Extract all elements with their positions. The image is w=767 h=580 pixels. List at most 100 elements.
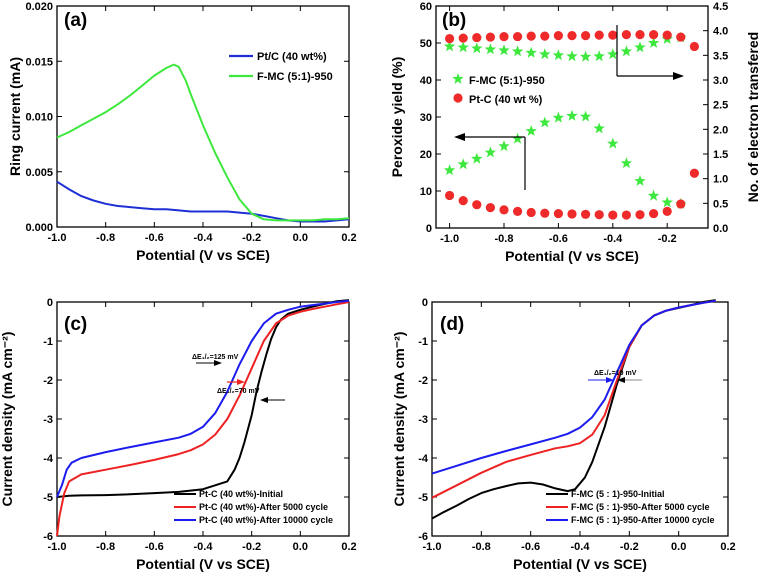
legend-label-c: Pt-C (40 wt%)-After 10000 cycle (199, 515, 333, 525)
x-tick-label: -0.2 (620, 541, 639, 553)
y-right-tick-label: 3.0 (713, 75, 728, 87)
circle-point (485, 203, 495, 213)
y-axis-title: Ring current (mA) (7, 57, 23, 176)
y-right-tick-label: 0.0 (713, 223, 728, 235)
y-tick-label: 0 (426, 223, 432, 235)
annot-arrowhead-d (617, 377, 625, 383)
circle-point (513, 206, 523, 216)
y-axis-title: Peroxide yield (%) (389, 57, 405, 178)
y-tick-label: -1 (418, 336, 428, 348)
x-tick-label: 0.2 (341, 232, 356, 244)
series-line-1 (56, 301, 350, 537)
x-tick-label: -0.4 (194, 541, 214, 553)
circle-point (553, 208, 564, 219)
series-line-0 (56, 299, 350, 498)
arrow-head-right (673, 72, 684, 80)
x-tick-label: -0.8 (96, 232, 115, 244)
y-right-tick-label: 2.5 (713, 100, 728, 112)
circle-point (581, 30, 591, 41)
star-point (607, 137, 619, 149)
star-point (620, 157, 633, 169)
legend-label-b: Pt-C (40 wt %) (469, 94, 543, 106)
series-line-1 (56, 63, 350, 222)
circle-point (458, 196, 468, 206)
y-right-tick-label: 2.0 (713, 124, 728, 136)
legend-label-a: Pt/C (40 wt%) (257, 51, 327, 63)
y-tick-label: -6 (43, 531, 53, 543)
x-axis-title: Potential (V vs SCE) (505, 248, 639, 264)
legend-circle-b (453, 93, 463, 103)
circle-point (662, 30, 672, 40)
circle-point (445, 190, 455, 201)
star-point (593, 122, 605, 134)
circle-point (608, 210, 618, 220)
circle-point (526, 207, 536, 218)
star-point (471, 152, 483, 164)
x-tick-label: -0.8 (495, 233, 514, 245)
x-tick-label: 0.0 (293, 541, 308, 553)
star-point (552, 111, 565, 123)
star-point (593, 50, 605, 62)
circle-point (635, 30, 645, 40)
x-tick-label: -0.8 (96, 541, 115, 553)
circle-point (513, 31, 523, 42)
y-tick-label: 0.000 (25, 222, 53, 234)
x-tick-label: -0.4 (571, 541, 591, 553)
star-point (634, 175, 646, 186)
circle-point (472, 200, 482, 210)
annot-arrowhead-c (237, 379, 245, 385)
y-tick-label: 0.010 (25, 112, 53, 124)
star-point (511, 132, 524, 144)
y-tick-label: -4 (43, 453, 54, 465)
circle-point (689, 41, 700, 52)
star-point (498, 140, 510, 152)
star-point (457, 158, 469, 170)
x-tick-label: -0.2 (242, 541, 261, 553)
legend-label-d: F-MC (5 : 1)-950-Initial (571, 489, 665, 499)
x-tick-label: -0.6 (145, 541, 164, 553)
y-right-tick-label: 1.5 (713, 149, 728, 161)
panel-a: -1.0 -0.8 -0.6 -0.4 -0.2 0.0 0.2 0.000 0.005 0.01… (7, 1, 357, 263)
x-tick-label: -0.6 (549, 233, 568, 245)
circle-point (540, 208, 550, 218)
star-point (525, 125, 537, 136)
x-tick-label: -0.8 (472, 541, 491, 553)
circle-point (540, 31, 550, 41)
arrow-head-left (454, 133, 465, 141)
series-line-0 (431, 299, 716, 520)
y-axis-title: Current density (mA cm⁻²) (391, 332, 407, 507)
star-point (484, 43, 497, 55)
legend-label-a: F-MC (5:1)-950 (257, 71, 333, 83)
star-point (498, 44, 510, 56)
y-tick-label: 30 (420, 112, 432, 124)
y-tick-label: -2 (418, 375, 428, 387)
legend-label-d: F-MC (5 : 1)-950-After 5000 cycle (571, 502, 710, 512)
legend-label-d: F-MC (5 : 1)-950-After 10000 cycle (571, 515, 715, 525)
y-tick-label: -1 (43, 336, 53, 348)
series-line-0 (56, 180, 350, 223)
star-point (607, 48, 619, 60)
star-point (661, 196, 673, 208)
star-point (511, 45, 524, 57)
panel-d: -1.0 -0.8 -0.6 -0.4 -0.2 0.0 0.2 -6 -5 -4 -3 -2 -1 0 P… (391, 297, 736, 572)
y-tick-label: -3 (418, 414, 428, 426)
circle-point (635, 210, 645, 220)
circle-point (472, 32, 482, 43)
series-line-2 (56, 299, 350, 498)
circle-point (649, 30, 659, 40)
x-tick-label: 0.2 (341, 541, 356, 553)
y-tick-label: 0.020 (25, 1, 53, 13)
plot-frame (56, 301, 350, 537)
x-axis-title: Potential (V vs SCE) (136, 556, 270, 572)
y-tick-label: -4 (418, 453, 429, 465)
circle-point (662, 206, 672, 216)
x-tick-label: -0.4 (194, 232, 214, 244)
y-right-tick-label: 4.0 (713, 26, 728, 38)
x-tick-label: -1.0 (423, 541, 442, 553)
circle-point (581, 209, 591, 219)
y-tick-label: 0 (47, 297, 53, 309)
circle-point (499, 205, 509, 215)
x-tick-label: -1.0 (48, 541, 67, 553)
panel-label: (b) (442, 10, 466, 31)
